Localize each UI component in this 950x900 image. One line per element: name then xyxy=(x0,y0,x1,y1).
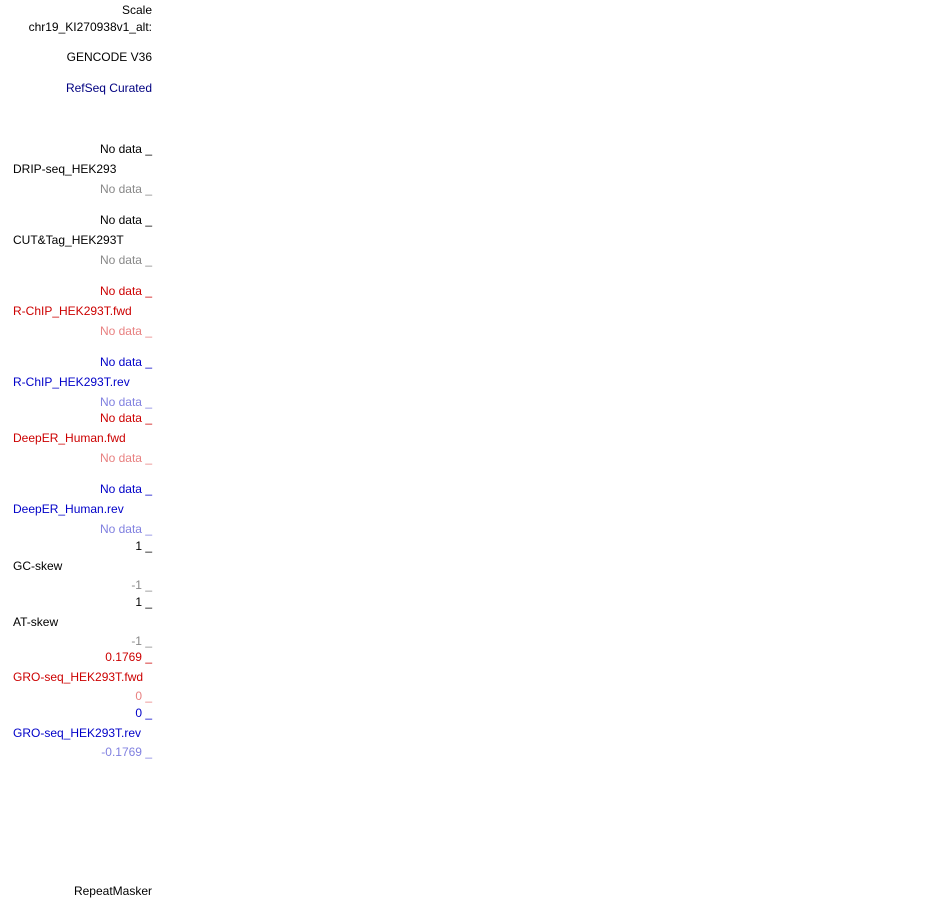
axis-max-label: No data _ xyxy=(99,284,152,298)
axis-max-label: 1 _ xyxy=(135,595,152,609)
track-label[interactable]: GENCODE V36 xyxy=(66,50,152,64)
axis-min-label: No data _ xyxy=(99,253,152,267)
scale-label: Scale xyxy=(121,3,152,17)
axis-max-label: 0.1769 _ xyxy=(105,650,152,664)
track-label[interactable]: DeepER_Human.fwd xyxy=(13,431,126,445)
track-label[interactable]: DRIP-seq_HEK293 xyxy=(13,162,117,176)
axis-max-label: No data _ xyxy=(99,482,152,496)
axis-max-label: 0 _ xyxy=(135,706,152,720)
axis-min-label: -1 _ xyxy=(131,578,152,592)
axis-max-label: No data _ xyxy=(99,142,152,156)
track-label[interactable]: GRO-seq_HEK293T.rev xyxy=(13,725,142,740)
track-label[interactable]: DeepER_Human.rev xyxy=(13,502,124,516)
axis-min-label: No data _ xyxy=(99,522,152,536)
track-label[interactable]: RepeatMasker xyxy=(73,884,152,898)
track-label[interactable]: CUT&Tag_HEK293T xyxy=(13,233,124,247)
track-label[interactable]: RefSeq Curated xyxy=(65,81,152,95)
track-label[interactable]: AT-skew xyxy=(13,614,59,629)
axis-max-label: No data _ xyxy=(99,411,152,425)
axis-min-label: No data _ xyxy=(99,395,152,409)
axis-min-label: 0 _ xyxy=(135,689,152,703)
axis-min-label: No data _ xyxy=(99,324,152,338)
axis-max-label: 1 _ xyxy=(135,539,152,553)
axis-max-label: No data _ xyxy=(99,213,152,227)
axis-min-label: No data _ xyxy=(99,451,152,465)
position-label: chr19_KI270938v1_alt: xyxy=(28,20,152,34)
axis-min-label: No data _ xyxy=(99,182,152,196)
track-label[interactable]: GC-skew xyxy=(13,558,63,573)
axis-min-label: -1 _ xyxy=(131,634,152,648)
track-label[interactable]: R-ChIP_HEK293T.rev xyxy=(13,375,130,389)
track-label[interactable]: R-ChIP_HEK293T.fwd xyxy=(13,304,132,318)
axis-min-label: -0.1769 _ xyxy=(101,745,152,759)
axis-max-label: No data _ xyxy=(99,355,152,369)
track-label[interactable]: GRO-seq_HEK293T.fwd xyxy=(13,669,144,684)
